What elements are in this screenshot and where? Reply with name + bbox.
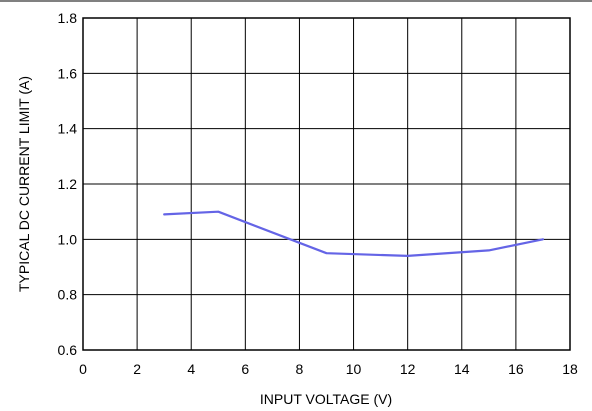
y-tick-label: 0.6	[58, 342, 78, 358]
x-tick-label: 4	[187, 361, 195, 377]
x-tick-label: 0	[79, 361, 87, 377]
plot-frame	[82, 17, 571, 351]
y-tick-label: 1.8	[58, 10, 78, 26]
x-tick-label: 2	[133, 361, 141, 377]
y-tick-label: 1.0	[58, 231, 78, 247]
x-tick-label: 6	[241, 361, 249, 377]
y-tick-label: 0.8	[58, 287, 78, 303]
y-tick-labels: 0.6 0.8 1.0 1.2 1.4 1.6 1.8	[58, 10, 78, 358]
x-tick-label: 8	[296, 361, 304, 377]
grid	[83, 18, 570, 350]
x-tick-label: 10	[346, 361, 362, 377]
x-axis-title: INPUT VOLTAGE (V)	[260, 391, 392, 407]
x-tick-labels: 0 2 4 6 8 10 12 14 16 18	[79, 361, 578, 377]
series-layer	[163, 210, 545, 257]
x-tick-label: 16	[508, 361, 524, 377]
series-line-0	[163, 210, 545, 257]
x-tick-label: 14	[454, 361, 470, 377]
y-tick-label: 1.2	[58, 176, 78, 192]
x-tick-label: 12	[400, 361, 416, 377]
y-tick-label: 1.4	[58, 121, 78, 137]
y-tick-label: 1.6	[58, 65, 78, 81]
y-axis-title: TYPICAL DC CURRENT LIMIT (A)	[16, 76, 32, 292]
x-tick-label: 18	[562, 361, 578, 377]
